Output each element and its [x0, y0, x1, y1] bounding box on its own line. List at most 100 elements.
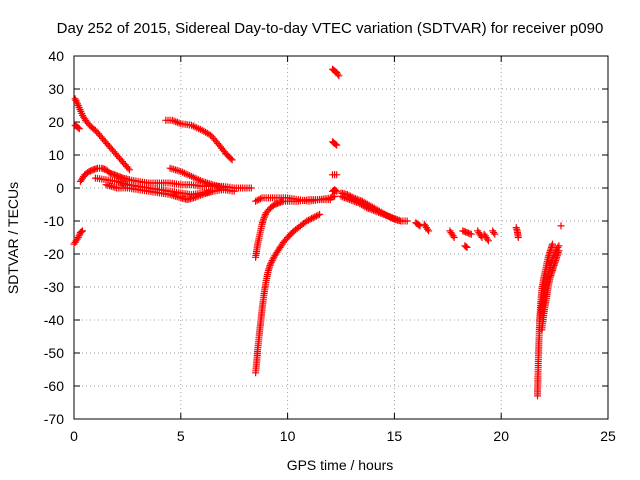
- y-tick-label: -20: [44, 246, 64, 262]
- data-point: [383, 212, 391, 220]
- data-point: [74, 100, 81, 108]
- data-point: [549, 240, 556, 248]
- y-tick-labels: -70 -60 -50 -40 -30 -20 -10 0 10 20 30 40: [44, 48, 64, 427]
- data-points: [70, 65, 565, 400]
- data-point: [180, 169, 188, 177]
- data-point: [363, 204, 371, 212]
- data-point: [514, 234, 522, 241]
- axis-ticks: [73, 55, 609, 420]
- data-point: [332, 140, 340, 148]
- y-tick-label: -50: [44, 345, 64, 361]
- y-tick-label: 30: [48, 81, 64, 97]
- data-point: [344, 195, 352, 203]
- x-tick-labels: 0 5 10 15 20 25: [70, 428, 616, 444]
- data-point: [172, 118, 180, 126]
- data-point: [551, 258, 559, 266]
- data-point: [332, 187, 340, 194]
- data-point: [380, 210, 388, 218]
- data-point: [308, 215, 316, 222]
- data-point: [230, 187, 238, 195]
- data-point: [73, 98, 81, 106]
- data-point: [78, 228, 85, 236]
- data-point: [247, 184, 255, 192]
- data-point: [189, 173, 197, 181]
- data-point: [309, 214, 317, 222]
- data-point: [555, 247, 563, 255]
- data-point: [316, 210, 324, 218]
- data-point: [371, 207, 379, 215]
- data-point: [397, 217, 405, 225]
- y-tick-label: 40: [48, 48, 64, 64]
- data-point: [267, 258, 275, 266]
- data-point: [74, 124, 82, 132]
- data-point: [449, 232, 457, 240]
- data-point: [425, 227, 433, 235]
- data-point: [173, 118, 181, 126]
- data-point: [395, 216, 403, 224]
- x-tick-label: 25: [600, 428, 616, 444]
- data-point: [339, 193, 347, 201]
- data-point: [334, 70, 342, 78]
- y-tick-label: -30: [44, 279, 64, 295]
- data-point: [74, 234, 82, 241]
- data-point: [126, 166, 133, 174]
- data-point: [269, 255, 277, 263]
- data-point: [557, 222, 565, 230]
- data-point: [342, 194, 350, 202]
- data-point: [75, 232, 83, 240]
- plot-frame: [73, 55, 609, 420]
- data-point: [71, 95, 79, 103]
- data-point: [554, 248, 562, 256]
- data-point: [370, 206, 377, 214]
- data-point: [347, 196, 355, 204]
- data-point: [415, 221, 423, 229]
- x-tick-label: 0: [70, 428, 78, 444]
- data-point: [331, 192, 339, 200]
- y-tick-label: -60: [44, 378, 64, 394]
- data-point: [72, 97, 80, 104]
- y-tick-label: -40: [44, 312, 64, 328]
- x-tick-label: 20: [493, 428, 509, 444]
- grid-lines: [74, 56, 608, 419]
- data-point: [124, 164, 132, 172]
- y-tick-label: 0: [56, 180, 64, 196]
- data-point: [260, 214, 268, 222]
- data-point: [351, 198, 359, 205]
- data-point: [190, 194, 198, 202]
- y-tick-label: 10: [48, 147, 64, 163]
- data-point: [193, 193, 201, 201]
- data-point: [268, 257, 276, 265]
- data-point: [253, 196, 261, 204]
- data-point: [304, 216, 312, 224]
- data-point: [303, 217, 311, 225]
- data-point: [490, 229, 498, 237]
- x-axis-label: GPS time / hours: [287, 457, 394, 473]
- x-tick-label: 15: [387, 428, 403, 444]
- chart-title: Day 252 of 2015, Sidereal Day-to-day VTE…: [57, 20, 604, 37]
- data-point: [75, 125, 83, 133]
- x-tick-label: 10: [280, 428, 296, 444]
- data-point: [326, 196, 334, 204]
- data-point: [175, 119, 183, 127]
- data-point: [252, 197, 260, 205]
- data-point: [256, 195, 264, 203]
- data-point: [335, 72, 343, 80]
- data-point: [491, 230, 499, 238]
- data-point: [361, 203, 369, 211]
- data-point: [312, 212, 320, 220]
- y-axis-label: SDTVAR / TECUs: [5, 182, 21, 294]
- data-point: [197, 191, 204, 199]
- data-point: [484, 237, 492, 245]
- data-point: [333, 171, 341, 179]
- y-tick-label: -70: [44, 411, 64, 427]
- data-point: [333, 187, 341, 195]
- data-point: [227, 155, 235, 163]
- data-point: [450, 234, 458, 241]
- y-tick-label: 20: [48, 114, 64, 130]
- data-point: [189, 122, 197, 130]
- data-point: [378, 210, 386, 218]
- data-point: [403, 217, 411, 225]
- data-point: [261, 212, 269, 220]
- data-point: [255, 196, 263, 204]
